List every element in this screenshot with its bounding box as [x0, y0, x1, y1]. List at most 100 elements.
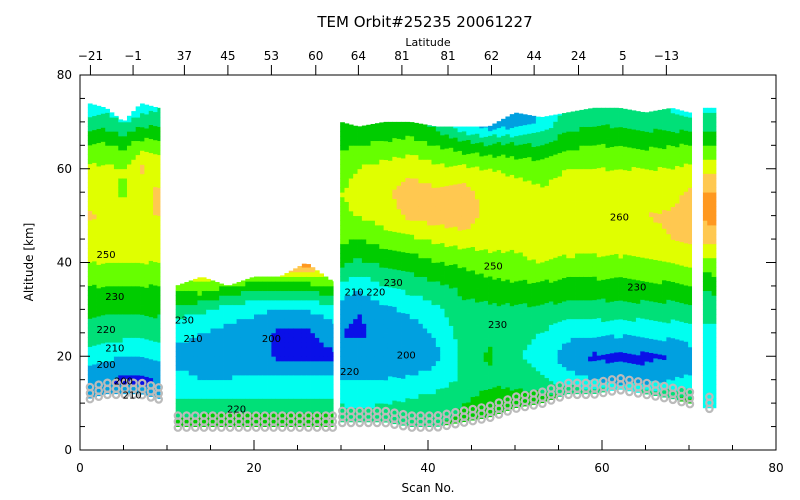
heatmap-cell: [113, 140, 119, 146]
heatmap-cell: [157, 300, 161, 306]
heatmap-cell: [527, 348, 532, 355]
heatmap-cell: [405, 196, 411, 202]
heatmap-cell: [444, 293, 450, 299]
heatmap-cell: [118, 145, 124, 151]
heatmap-cell: [144, 315, 150, 321]
heatmap-cell: [427, 360, 432, 367]
heatmap-cell: [479, 301, 485, 307]
heatmap-cell: [383, 267, 389, 273]
heatmap-cell: [409, 332, 415, 338]
heatmap-cell: [175, 379, 181, 385]
heatmap-cell: [392, 311, 398, 317]
heatmap-cell: [453, 151, 458, 157]
heatmap-cell: [418, 365, 424, 371]
heatmap-cell: [96, 198, 102, 204]
heatmap-cell: [175, 328, 181, 334]
heatmap-cell: [87, 309, 93, 315]
heatmap-cell: [366, 285, 371, 292]
heatmap-cell: [431, 323, 437, 329]
heatmap-cell: [379, 384, 385, 390]
heatmap-cell: [457, 263, 463, 269]
heatmap-cell: [92, 293, 97, 299]
heatmap-cell: [361, 253, 367, 259]
heatmap-cell: [201, 318, 207, 324]
heatmap-cell: [275, 300, 281, 306]
heatmap-cell: [193, 379, 198, 385]
heatmap-cell: [175, 285, 181, 292]
heatmap-cell: [518, 331, 524, 337]
heatmap-cell: [122, 379, 128, 385]
heatmap-cell: [157, 262, 161, 268]
heatmap-cell: [514, 210, 519, 216]
heatmap-cell: [344, 210, 350, 217]
heatmap-cell: [126, 271, 132, 277]
heatmap-cell: [271, 300, 277, 306]
heatmap-cell: [301, 328, 307, 334]
heatmap-cell: [319, 276, 324, 282]
heatmap-cell: [496, 343, 502, 349]
heatmap-cell: [122, 135, 128, 142]
heatmap-cell: [357, 332, 363, 338]
heatmap-cell: [418, 257, 424, 263]
heatmap-cell: [201, 332, 207, 338]
heatmap-cell: [197, 318, 203, 324]
heatmap-cell: [148, 349, 154, 355]
heatmap-cell: [135, 356, 141, 362]
heatmap-cell: [518, 355, 524, 361]
heatmap-cell: [427, 187, 432, 193]
heatmap-cell: [197, 304, 203, 310]
heatmap-cell: [514, 384, 519, 390]
heatmap-cell: [370, 150, 376, 156]
heatmap-cell: [518, 327, 524, 333]
heatmap-cell: [96, 212, 102, 219]
heatmap-cell: [301, 318, 307, 324]
heatmap-cell: [201, 360, 207, 367]
heatmap-cell: [135, 131, 141, 137]
heatmap-cell: [383, 136, 389, 142]
heatmap-cell: [353, 178, 358, 184]
heatmap-cell: [157, 379, 161, 385]
heatmap-cell: [470, 340, 476, 346]
heatmap-cell: [396, 269, 402, 275]
heatmap-cell: [87, 384, 93, 390]
heatmap-cell: [113, 168, 119, 174]
heatmap-cell: [444, 181, 450, 187]
heatmap-cell: [275, 314, 281, 320]
heatmap-cell: [518, 350, 524, 356]
heatmap-cell: [131, 210, 137, 217]
heatmap-cell: [414, 356, 419, 362]
heatmap-cell: [387, 272, 393, 278]
heatmap-cell: [314, 314, 320, 320]
heatmap-cell: [288, 337, 294, 343]
heatmap-cell: [135, 215, 141, 221]
heatmap-cell: [214, 398, 220, 404]
heatmap-cell: [301, 375, 307, 381]
heatmap-cell: [87, 234, 93, 240]
heatmap-cell: [479, 334, 485, 340]
heatmap-cell: [401, 411, 406, 417]
heatmap-cell: [105, 178, 110, 184]
heatmap-cell: [175, 285, 181, 287]
heatmap-cell: [280, 384, 285, 390]
heatmap-cell: [505, 387, 511, 393]
heatmap-cell: [353, 229, 358, 235]
heatmap-cell: [153, 247, 158, 253]
heatmap-cell: [344, 131, 350, 137]
heatmap-cell: [431, 154, 437, 160]
heatmap-cell: [414, 290, 419, 296]
heatmap-cell: [180, 379, 185, 385]
heatmap-cell: [332, 407, 334, 413]
heatmap-cell: [131, 196, 137, 202]
heatmap-cell: [361, 187, 367, 193]
heatmap-cell: [427, 253, 432, 259]
heatmap-cell: [87, 205, 93, 211]
heatmap-cell: [474, 325, 480, 331]
heatmap-cell: [483, 211, 489, 217]
heatmap-cell: [201, 309, 207, 315]
heatmap-cell: [348, 135, 354, 142]
heatmap-cell: [509, 315, 515, 321]
heatmap-cell: [131, 351, 137, 357]
heatmap-cell: [470, 345, 476, 351]
heatmap-cell: [357, 201, 363, 207]
heatmap-cell: [96, 297, 102, 303]
